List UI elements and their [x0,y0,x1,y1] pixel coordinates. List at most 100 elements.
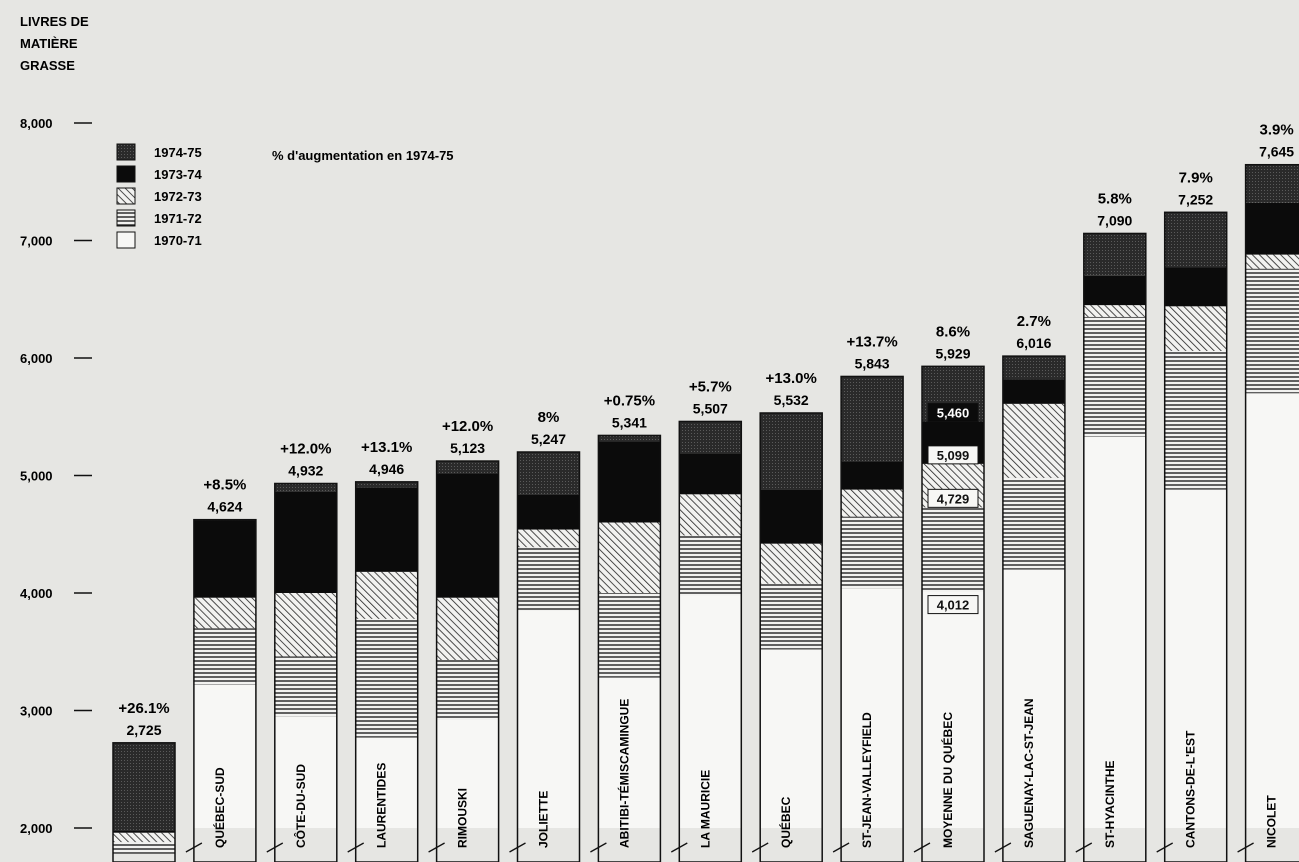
bar-segment-1972-73 [436,597,499,660]
y-tick-label: 6,000 [20,351,53,366]
inner-value-box [927,402,979,422]
y-axis-title: LIVRES DE MATIÈRE GRASSE [20,14,89,73]
y-tick-label: 4,000 [20,586,53,601]
bar-segment-1972-73 [274,593,337,657]
bar-segment-1970-71 [679,595,742,828]
bar-segment-1971-72 [841,516,904,589]
bar-segment-1974-75 [1245,164,1299,203]
category-tick [913,842,931,853]
bar-increase-label: 3.9% [1259,122,1293,139]
bars: 2,725 +26.1% 4,624 +8.5% QUÉBEC-SUD 4,932 +12.… [112,122,1299,862]
bar-outline [1002,355,1066,862]
bar-segment-1971-72 [679,535,742,596]
category-label: LAURENTIDES [375,763,389,848]
bar-segment-1971-72 [1164,350,1227,490]
y-title-line-2: MATIÈRE [20,36,78,51]
bar-segment-1970-71 [193,684,256,828]
bar-increase-label: +12.0% [280,440,331,457]
bar-segment-1970-71 [598,677,661,828]
bar-segment-1974-75 [517,452,580,495]
bar: 2,725 +26.1% [112,700,176,862]
bar-segment-1971-72 [113,842,175,854]
bar-total-label: 5,341 [612,414,647,430]
bar-segment-1970-71 [1083,436,1146,828]
bar-outline [921,365,985,862]
bar-segment-1970-71 [1245,393,1299,828]
bar-segment-1972-73 [517,529,580,548]
bar-segment-1972-73 [679,494,742,536]
bar-total-label: 2,725 [126,722,161,738]
category-tick [428,842,445,853]
category-label: RIMOUSKI [456,788,470,848]
bar-segment-1973-74 [598,441,661,523]
bar-total-label: 5,929 [935,345,970,361]
bar-segment-1972-73 [1083,305,1146,317]
bar-segment-1973-74 [841,461,904,490]
bar: 7,645 3.9% NICOLET [1237,122,1299,862]
y-tick-label: 5,000 [20,469,53,484]
category-label: CÔTE-DU-SUD [293,764,308,848]
bar-segment-1970-71 [517,610,580,828]
category-label: CANTONS-DE-L'EST [1184,730,1198,848]
bar-increase-label: +13.0% [766,370,817,387]
inner-value-label: 4,012 [937,598,970,613]
bar-segment-1974-75 [598,435,661,442]
category-label: ST-HYACINTHE [1103,760,1117,848]
y-tick-label: 2,000 [20,821,53,836]
category-label: QUÉBEC [778,796,793,848]
bar-segment-1974-75 [1164,212,1227,268]
legend-label: 1973-74 [154,167,202,182]
bar-segment-1973-74 [517,494,580,530]
category-tick [670,842,688,853]
bar-increase-label: 8% [538,409,560,426]
bar-segment-1970-71 [841,588,904,828]
bar-outline [597,434,662,862]
bar: 4,624 +8.5% QUÉBEC-SUD [185,477,257,862]
y-axis-ticks: 2,000 3,000 4,000 5,000 6,000 7,000 8,000 [20,116,92,836]
bar-segment-1971-72 [193,628,256,685]
bar-segment-1971-72 [760,583,823,650]
bar-segment-1974-75 [679,421,742,454]
category-label: SAGUENAY-LAC-ST-JEAN [1022,698,1036,848]
bar-segment-1974-75 [274,483,337,492]
inner-value-box [927,445,979,465]
category-tick [1237,842,1254,853]
bar-total-label: 4,946 [369,461,404,477]
bar-segment-1974-75 [760,412,823,490]
bar-outline [435,460,500,862]
bar-outline [1163,211,1228,862]
legend-note: % d'augmentation en 1974-75 [272,148,454,163]
legend: 1974-75 1973-74 1972-73 1971-72 1970-71 % d'… [116,143,454,249]
bar-segment-1971-72 [1002,477,1065,570]
bar-segment-1973-74 [1245,202,1299,255]
bar-increase-label: +12.0% [442,418,493,435]
bar: 4,946 +13.1% LAURENTIDES [347,439,419,862]
bar-segment-1972-73 [113,832,175,843]
legend-swatch [116,187,136,205]
bar-total-label: 4,932 [288,462,323,478]
bar-total-label: 6,016 [1016,335,1051,351]
bar-segment-1973-74 [436,473,499,598]
category-label: ABITIBI-TÉMISCAMINGUE [616,699,631,848]
bar-segment-1972-73 [1002,403,1065,478]
bar: 7,090 5.8% ST-HYACINTHE [1075,190,1147,862]
bar-segment-1974-75 [1002,356,1065,380]
category-tick [751,842,769,853]
bar-segment-1974-75 [355,481,418,488]
category-label: NICOLET [1265,795,1279,848]
bar-outline [354,481,419,862]
bar-increase-label: +0.75% [604,392,655,409]
bar: 5,532 +13.0% QUÉBEC [751,370,823,862]
bar-segment-1973-74 [679,453,742,495]
bar-increase-label: +13.7% [846,333,897,350]
bar-segment-1971-72 [922,507,984,592]
bar: 5,843 +13.7% ST-JEAN-VALLEYFIELD [832,333,904,862]
y-tick-label: 8,000 [20,116,53,131]
bar-segment-1970-71 [1164,489,1227,828]
bar: 5,123 +12.0% RIMOUSKI [428,418,500,862]
y-title-line-3: GRASSE [20,58,75,73]
bar-segment-1970-71 [1002,569,1065,828]
bar-increase-label: 8.6% [936,323,970,340]
category-label: QUÉBEC-SUD [212,767,227,848]
bar-segment-1973-74 [193,520,256,598]
